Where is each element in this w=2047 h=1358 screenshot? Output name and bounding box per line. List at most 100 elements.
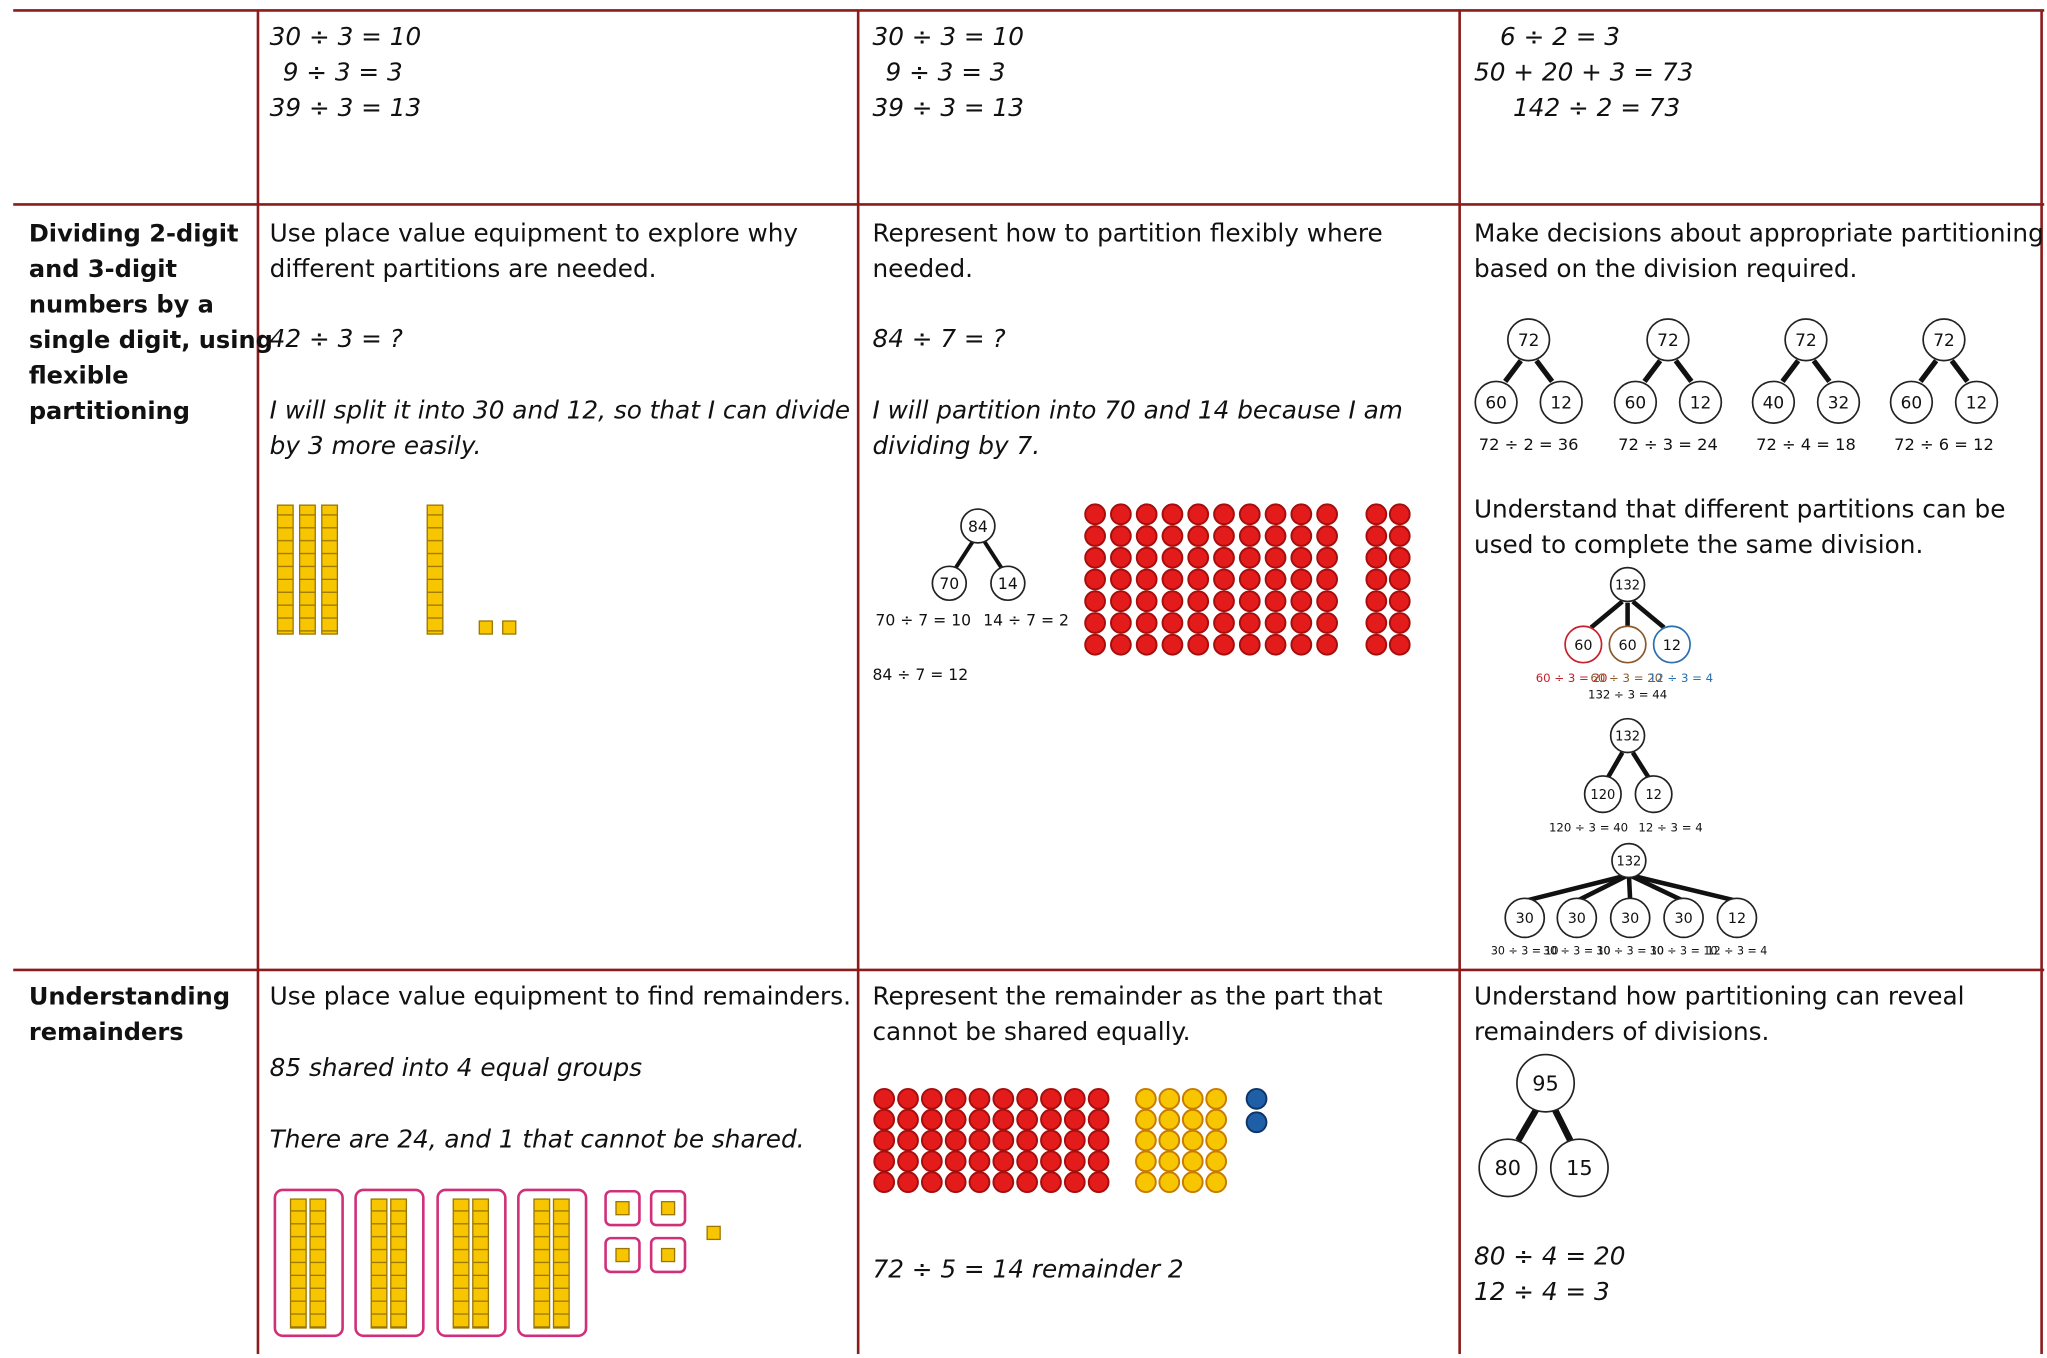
counter	[1135, 1108, 1157, 1131]
counter	[1205, 1087, 1228, 1110]
counter	[1110, 590, 1132, 613]
cell-text: Make decisions about appropriate partiti…	[1474, 218, 2044, 247]
part-whole-circle	[1608, 625, 1647, 664]
part-whole-link	[1503, 359, 1523, 384]
counter	[1135, 525, 1158, 547]
cell-text: 50 + 20 + 3 = 73	[1474, 57, 1693, 86]
counter	[992, 1150, 1015, 1173]
counter	[873, 1087, 896, 1110]
cell-text: 9 ÷ 3 = 3	[283, 57, 403, 86]
counter	[1181, 1129, 1204, 1152]
part-whole-link	[1811, 359, 1832, 384]
circle-number: 12	[1966, 393, 1988, 413]
cell-text: 142 ÷ 2 = 73	[1513, 93, 1680, 122]
counter	[1238, 633, 1261, 656]
one-cube	[615, 1247, 630, 1263]
counter	[1181, 1108, 1204, 1131]
counter	[1040, 1150, 1062, 1173]
cell-text: 12 ÷ 3 = 4	[1638, 821, 1702, 835]
counter	[1135, 633, 1158, 656]
counter	[1161, 525, 1184, 547]
counter	[1290, 568, 1313, 591]
cell-text: by 3 more easily.	[270, 431, 482, 460]
counter	[1161, 612, 1184, 634]
row-heading: remainders	[29, 1018, 184, 1046]
part-whole-link	[1642, 359, 1663, 384]
counter	[897, 1087, 919, 1110]
counter	[1264, 503, 1287, 526]
part-whole-circle	[1816, 380, 1861, 424]
ten-rod	[390, 1198, 408, 1329]
counter	[1158, 1129, 1181, 1152]
part-whole-circle	[1652, 625, 1691, 664]
counter	[1388, 525, 1411, 547]
circle-number: 30	[1516, 911, 1534, 927]
counter	[1110, 525, 1132, 547]
counter	[1205, 1108, 1228, 1131]
counter	[992, 1171, 1015, 1194]
counter	[1084, 546, 1106, 569]
circle-number: 120	[1590, 788, 1615, 803]
row-heading: Understanding	[29, 982, 230, 1010]
circle-number: 15	[1566, 1156, 1593, 1180]
counter	[1161, 503, 1184, 526]
counter	[920, 1129, 943, 1152]
cell-text: cannot be shared equally.	[872, 1017, 1190, 1046]
counter	[1110, 546, 1132, 569]
part-whole-link	[1575, 872, 1630, 903]
counter	[1187, 633, 1210, 656]
counter	[1316, 633, 1338, 656]
counter	[992, 1108, 1015, 1131]
counter	[1187, 503, 1210, 526]
counter	[873, 1108, 896, 1131]
counter	[1290, 612, 1313, 634]
counter	[1063, 1087, 1086, 1110]
circle-number: 132	[1615, 578, 1640, 593]
counter	[1316, 568, 1338, 591]
part-whole-link	[1534, 359, 1555, 384]
circle-number: 12	[1663, 638, 1681, 654]
ten-rod	[472, 1198, 490, 1329]
row-heading: Dividing 2-digit	[29, 219, 239, 247]
counter	[1264, 612, 1287, 634]
counter	[1316, 546, 1338, 569]
counter	[1087, 1108, 1110, 1131]
ten-rod	[370, 1198, 388, 1329]
circle-number: 72	[1795, 330, 1817, 350]
ten-rod	[452, 1198, 470, 1329]
part-whole-circle	[1889, 380, 1934, 424]
circle-number: 12	[1645, 788, 1662, 803]
ten-rod	[426, 504, 444, 635]
counter	[1181, 1171, 1204, 1194]
circle-number: 72	[1933, 330, 1955, 350]
cell-text: different partitions are needed.	[270, 254, 657, 283]
counter	[1084, 568, 1106, 591]
ten-rod	[289, 1198, 307, 1329]
counter	[1135, 590, 1158, 613]
counter	[1365, 525, 1388, 547]
part-whole-circle	[1564, 625, 1603, 664]
one-cube	[660, 1201, 676, 1216]
ten-rod	[533, 1198, 551, 1329]
cell-text: 6 ÷ 2 = 3	[1500, 22, 1620, 51]
cell-text: 84 ÷ 7 = ?	[872, 324, 1005, 353]
counter	[1290, 633, 1313, 656]
circle-number: 60	[1618, 638, 1636, 654]
circle-number: 32	[1828, 393, 1850, 413]
part-whole-circle	[1634, 775, 1673, 814]
counter	[1264, 546, 1287, 569]
ten-rod	[309, 1198, 327, 1329]
cell-text: 30 ÷ 3 = 10	[270, 22, 422, 51]
cell-text: 84 ÷ 7 = 12	[872, 666, 968, 684]
counter	[1040, 1108, 1062, 1131]
circle-number: 30	[1674, 911, 1692, 927]
counter	[1316, 525, 1338, 547]
part-whole-circle	[1504, 897, 1546, 939]
circle-number: 84	[968, 518, 988, 536]
part-whole-link	[1628, 872, 1738, 904]
cell-text: 39 ÷ 3 = 13	[270, 93, 422, 122]
counter	[1365, 568, 1388, 591]
counter	[920, 1087, 943, 1110]
group-box	[649, 1236, 687, 1274]
part-whole-link	[1949, 359, 1970, 384]
